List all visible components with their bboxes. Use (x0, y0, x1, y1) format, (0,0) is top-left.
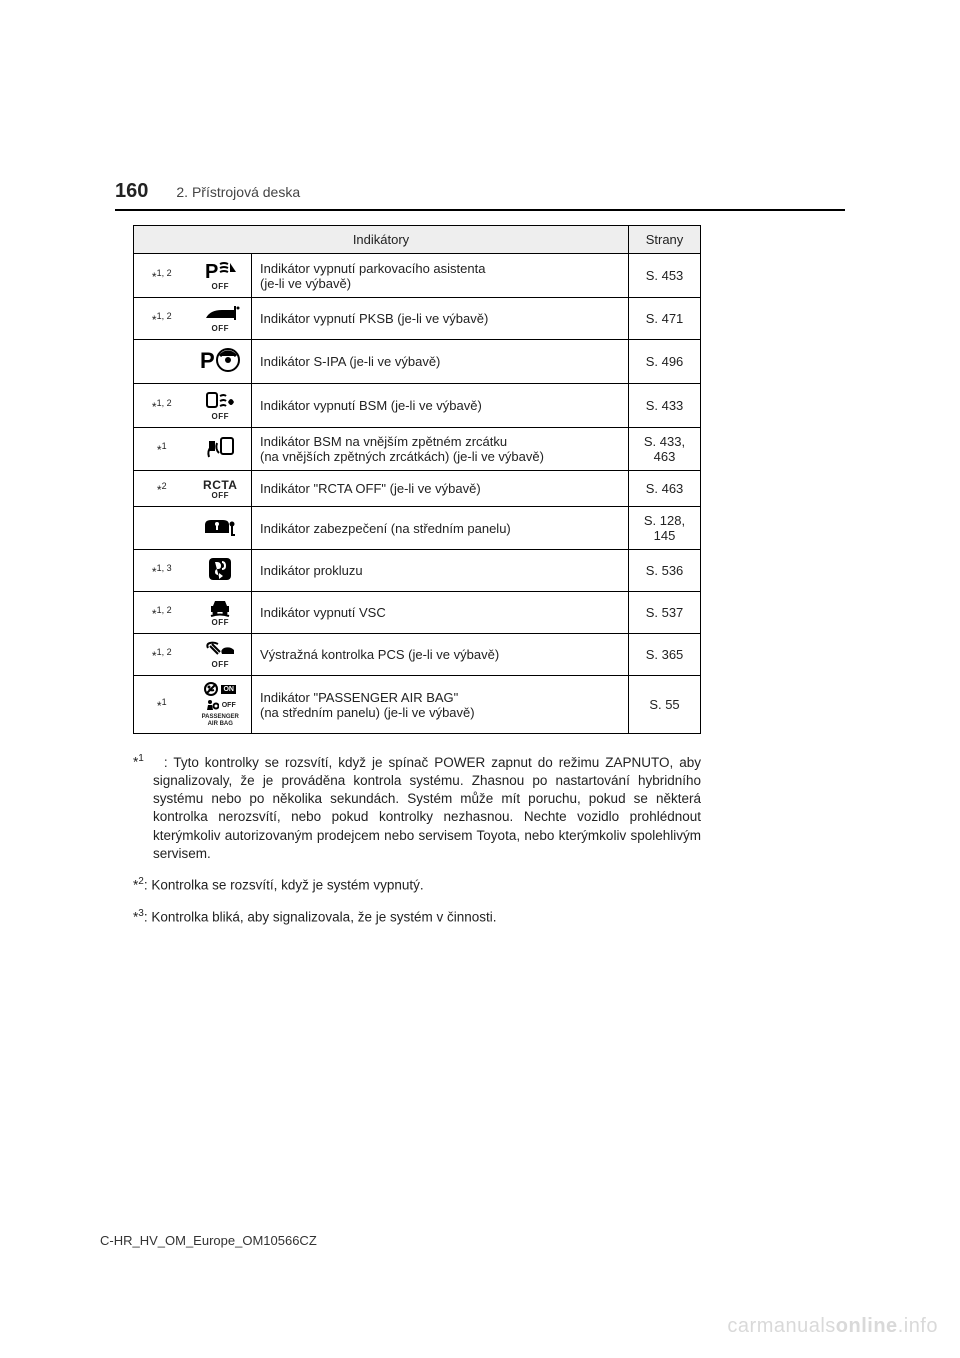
row-page: S. 433 (629, 384, 701, 428)
row-description: Indikátor "RCTA OFF" (je-li ve výbavě) (252, 471, 629, 507)
row-description: Indikátor "PASSENGER AIR BAG"(na střední… (252, 676, 629, 734)
section-title: 2. Přístrojová deska (176, 184, 300, 200)
table-row: *1 ON OFF PASSENGERAIR BAG Indikátor "PA… (134, 676, 701, 734)
row-description: Indikátor zabezpečení (na středním panel… (252, 507, 629, 550)
watermark: carmanualsonline.info (727, 1315, 938, 1338)
footnote-1: *1: Tyto kontrolky se rozsvítí, když je … (133, 752, 701, 863)
row-page: S. 496 (629, 340, 701, 384)
watermark-b: online (836, 1315, 898, 1337)
th-pages: Strany (629, 226, 701, 254)
row-note: *1, 3 (134, 550, 190, 592)
row-page: S. 453 (629, 254, 701, 298)
table-row: *1 Indikátor BSM na vnějším zpětném zrcá… (134, 428, 701, 471)
row-note: *1 (134, 676, 190, 734)
row-description: Indikátor prokluzu (252, 550, 629, 592)
rcta-off-icon: RCTAOFF (190, 471, 252, 507)
row-note: *1, 2 (134, 384, 190, 428)
security-icon (190, 507, 252, 550)
row-note: *2 (134, 471, 190, 507)
row-note (134, 340, 190, 384)
bsm-off-icon: OFF (190, 384, 252, 428)
row-description: Indikátor BSM na vnějším zpětném zrcátku… (252, 428, 629, 471)
table-row: *1, 2 OFFIndikátor vypnutí BSM (je-li ve… (134, 384, 701, 428)
svg-text:P: P (200, 348, 215, 373)
table-row: *2RCTAOFFIndikátor "RCTA OFF" (je-li ve … (134, 471, 701, 507)
fn1-text: : Tyto kontrolky se rozsvítí, když je sp… (153, 755, 701, 861)
fn1-sup: 1 (138, 753, 144, 764)
page-content: 160 2. Přístrojová deska Indikátory Stra… (0, 0, 960, 926)
row-note (134, 507, 190, 550)
row-note: *1, 2 (134, 634, 190, 676)
footnotes: *1: Tyto kontrolky se rozsvítí, když je … (133, 752, 701, 926)
airbag-icon: ON OFF PASSENGERAIR BAG (190, 676, 252, 734)
table-row: *1, 2 OFFIndikátor vypnutí PKSB (je-li v… (134, 298, 701, 340)
watermark-a: carmanuals (727, 1315, 835, 1337)
table-row: Indikátor zabezpečení (na středním panel… (134, 507, 701, 550)
row-page: S. 365 (629, 634, 701, 676)
row-note: *1, 2 (134, 592, 190, 634)
table-row: *1, 2 OFFIndikátor vypnutí VSCS. 537 (134, 592, 701, 634)
vsc-off-icon: OFF (190, 592, 252, 634)
row-description: Indikátor S-IPA (je-li ve výbavě) (252, 340, 629, 384)
fn2-text: : Kontrolka se rozsvítí, když je systém … (144, 878, 424, 893)
row-description: Indikátor vypnutí BSM (je-li ve výbavě) (252, 384, 629, 428)
document-code: C-HR_HV_OM_Europe_OM10566CZ (100, 1233, 317, 1248)
row-note: *1, 2 (134, 254, 190, 298)
row-note: *1, 2 (134, 298, 190, 340)
row-page: S. 433,463 (629, 428, 701, 471)
fn3-text: : Kontrolka bliká, aby signalizovala, že… (144, 909, 497, 924)
row-page: S. 463 (629, 471, 701, 507)
row-page: S. 536 (629, 550, 701, 592)
parking-off-icon: P OFF (190, 254, 252, 298)
watermark-c: .info (898, 1315, 938, 1337)
table-row: P Indikátor S-IPA (je-li ve výbavě)S. 49… (134, 340, 701, 384)
table-row: *1, 2 P OFFIndikátor vypnutí parkovacího… (134, 254, 701, 298)
table-header-row: Indikátory Strany (134, 226, 701, 254)
row-description: Výstražná kontrolka PCS (je-li ve výbavě… (252, 634, 629, 676)
row-note: *1 (134, 428, 190, 471)
bsm-mirror-icon (190, 428, 252, 471)
pksb-off-icon: OFF (190, 298, 252, 340)
row-page: S. 537 (629, 592, 701, 634)
row-page: S. 128,145 (629, 507, 701, 550)
sipa-icon: P (190, 340, 252, 384)
pcs-off-icon: OFF (190, 634, 252, 676)
indicators-table: Indikátory Strany *1, 2 P OFFIndikátor v… (133, 225, 701, 734)
row-description: Indikátor vypnutí parkovacího asistenta(… (252, 254, 629, 298)
slip-icon (190, 550, 252, 592)
table-row: *1, 3 Indikátor prokluzuS. 536 (134, 550, 701, 592)
footnote-2: *2: Kontrolka se rozsvítí, když je systé… (133, 875, 701, 895)
page-header: 160 2. Přístrojová deska (115, 180, 845, 211)
th-indicators: Indikátory (134, 226, 629, 254)
footnote-3: *3: Kontrolka bliká, aby signalizovala, … (133, 907, 701, 927)
row-page: S. 471 (629, 298, 701, 340)
row-page: S. 55 (629, 676, 701, 734)
svg-text:P: P (205, 261, 218, 282)
table-row: *1, 2 OFFVýstražná kontrolka PCS (je-li … (134, 634, 701, 676)
row-description: Indikátor vypnutí PKSB (je-li ve výbavě) (252, 298, 629, 340)
page-number: 160 (115, 180, 148, 203)
row-description: Indikátor vypnutí VSC (252, 592, 629, 634)
